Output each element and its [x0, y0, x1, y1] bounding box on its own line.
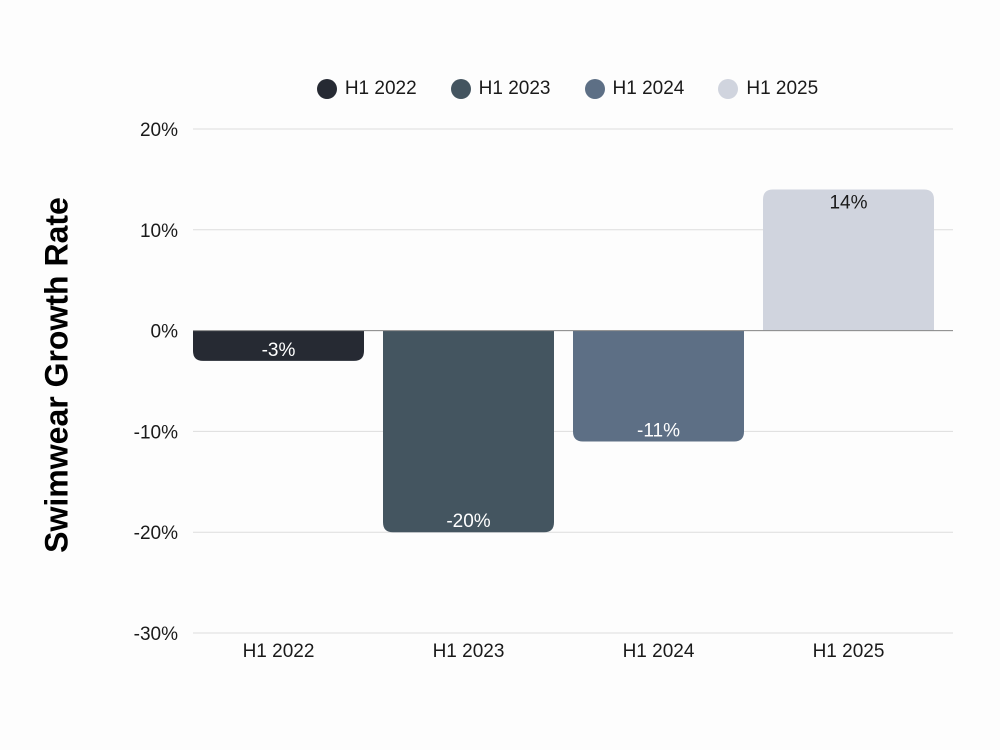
x-tick-label: H1 2023 [433, 641, 505, 662]
legend-swatch [450, 79, 471, 99]
y-tick-label: 0% [151, 322, 179, 343]
legend: H1 2022 H1 2023 H1 2024 H1 2025 [0, 78, 1000, 100]
x-tick-label: H1 2024 [623, 641, 695, 662]
legend-swatch [316, 79, 337, 99]
legend-item: H1 2025 [718, 78, 818, 100]
data-label: -20% [446, 511, 490, 532]
legend-item: H1 2023 [450, 78, 551, 100]
legend-label: H1 2023 [478, 78, 551, 99]
y-tick-label: -10% [134, 422, 178, 443]
bar [763, 189, 934, 331]
data-label: -11% [637, 420, 680, 441]
y-tick-label: -20% [134, 523, 178, 544]
y-tick-label: -30% [134, 624, 178, 645]
legend-label: H1 2024 [612, 78, 685, 99]
x-tick-label: H1 2025 [813, 641, 885, 662]
data-label: 14% [829, 192, 867, 213]
y-tick-label: 10% [140, 221, 178, 242]
bar [573, 330, 744, 442]
legend-label: H1 2025 [746, 78, 819, 99]
legend-item: H1 2024 [584, 78, 685, 100]
y-tick-label: 20% [140, 120, 178, 141]
legend-swatch [718, 79, 739, 99]
x-tick-label: H1 2022 [243, 641, 315, 662]
bar [193, 330, 364, 361]
legend-item: H1 2022 [316, 78, 417, 100]
data-label: -3% [262, 340, 296, 361]
legend-label: H1 2022 [344, 78, 417, 99]
bar [383, 330, 554, 533]
legend-swatch [584, 79, 605, 99]
